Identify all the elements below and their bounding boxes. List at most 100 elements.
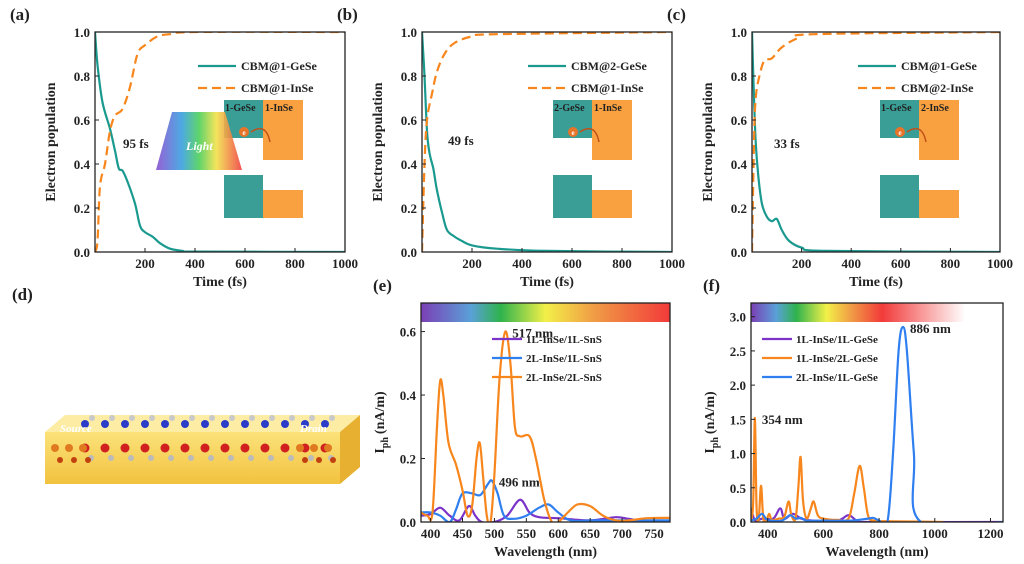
y-tick-label: 0.8 bbox=[731, 69, 748, 84]
plot-frame bbox=[750, 302, 1004, 523]
x-tick-label: 800 bbox=[612, 256, 632, 271]
spectrum-color-bar bbox=[751, 303, 1003, 322]
y-tick-label: 0.8 bbox=[401, 69, 418, 84]
panel-label: (c) bbox=[667, 5, 686, 24]
light-beam bbox=[156, 112, 242, 170]
x-axis-label: Wavelength (nm) bbox=[494, 545, 597, 560]
peak-annotation: 496 nm bbox=[499, 475, 540, 490]
x-tick-label: 400 bbox=[185, 256, 205, 271]
band-alignment-inset: 1-GeSe 2-InSe e bbox=[880, 100, 959, 218]
y-tick-label: 0.2 bbox=[74, 201, 90, 216]
x-tick-label: 200 bbox=[792, 256, 812, 271]
transfer-arrow-icon bbox=[250, 127, 271, 143]
y-axis-label: Iph(nA/m) bbox=[373, 391, 391, 454]
y-axis-label: Electron population bbox=[371, 82, 386, 201]
panel-label: (d) bbox=[12, 285, 33, 304]
y-tick-label: 0.4 bbox=[400, 388, 417, 403]
y-tick-label: 1.0 bbox=[731, 25, 747, 40]
x-tick-label: 400 bbox=[758, 526, 778, 541]
y-tick-label: 0.2 bbox=[400, 452, 416, 467]
peak-annotation: 517 nm bbox=[512, 326, 553, 341]
x-tick-label: 800 bbox=[869, 526, 889, 541]
legend-label: CBM@1-GeSe bbox=[241, 59, 317, 73]
x-tick-label: 550 bbox=[517, 526, 537, 541]
electron-icon bbox=[239, 127, 249, 137]
legend-label: CBM@2-InSe bbox=[901, 81, 974, 95]
legend-label: 1L-InSe/1L-SnS bbox=[526, 334, 602, 346]
x-tick-label: 1200 bbox=[977, 526, 1003, 541]
x-tick-label: 1000 bbox=[987, 256, 1013, 271]
plot-frame bbox=[420, 302, 671, 523]
y-tick-label: 0.6 bbox=[731, 113, 748, 128]
x-tick-label: 800 bbox=[941, 256, 961, 271]
series-line-cbm-1-gese bbox=[752, 32, 1000, 252]
x-tick-label: 600 bbox=[814, 526, 834, 541]
y-tick-label: 0.4 bbox=[731, 157, 748, 172]
y-tick-label: 0.0 bbox=[731, 245, 747, 260]
x-tick-label: 750 bbox=[644, 526, 664, 541]
time-constant-annotation: 95 fs bbox=[123, 136, 149, 151]
x-axis-label: Time (fs) bbox=[849, 275, 903, 290]
band-alignment-inset: 2-GeSe 1-InSe e bbox=[553, 100, 632, 218]
legend-label: CBM@1-InSe bbox=[241, 81, 314, 95]
atom-lattice bbox=[51, 415, 336, 463]
series-line-cbm-2-gese bbox=[422, 32, 672, 252]
x-axis-label: Time (fs) bbox=[520, 275, 574, 290]
transfer-arrow-icon bbox=[579, 127, 600, 143]
series-line-cbm-2-inse bbox=[752, 32, 1000, 252]
peak-annotation: 354 nm bbox=[762, 412, 803, 427]
plot-frame bbox=[421, 31, 673, 253]
plot-frame bbox=[751, 31, 1001, 253]
y-tick-label: 0.4 bbox=[74, 157, 91, 172]
x-tick-label: 400 bbox=[841, 256, 861, 271]
x-tick-label: 450 bbox=[453, 526, 473, 541]
slab-side bbox=[340, 415, 360, 484]
transfer-arrow-icon bbox=[906, 127, 927, 143]
chart-panel: (b) CBM@2-GeSe CBM@1-InSe 200 400 600 800 1000 0… bbox=[337, 5, 685, 290]
y-tick-label: 0.6 bbox=[74, 113, 91, 128]
legend-label: CBM@1-InSe bbox=[571, 81, 644, 95]
panel-label: (f) bbox=[703, 276, 720, 295]
y-tick-label: 0.5 bbox=[730, 481, 747, 496]
y-tick-label: 0.0 bbox=[400, 515, 416, 530]
x-axis-label: Time (fs) bbox=[193, 275, 247, 290]
x-tick-label: 600 bbox=[562, 256, 582, 271]
y-tick-label: 0.0 bbox=[74, 245, 90, 260]
electron-icon bbox=[568, 127, 578, 137]
device-schematic: (d) Light Source Drain bbox=[12, 112, 360, 484]
legend-label: CBM@2-GeSe bbox=[571, 59, 647, 73]
drain-label: Drain bbox=[299, 423, 327, 435]
y-tick-label: 2.5 bbox=[730, 344, 747, 359]
x-tick-label: 1000 bbox=[659, 256, 685, 271]
inset-right-label: 1-InSe bbox=[594, 103, 622, 114]
y-tick-label: 0.0 bbox=[730, 515, 746, 530]
series-line-2l-inse-1l-gese bbox=[751, 325, 1003, 522]
legend-label: 2L-InSe/1L-SnS bbox=[526, 353, 602, 365]
legend-label: 1L-InSe/1L-GeSe bbox=[796, 334, 878, 346]
x-tick-label: 200 bbox=[462, 256, 482, 271]
x-tick-label: 400 bbox=[421, 526, 441, 541]
y-tick-label: 0.0 bbox=[401, 245, 417, 260]
series-line-cbm-1-inse bbox=[422, 32, 672, 252]
x-tick-label: 200 bbox=[135, 256, 155, 271]
x-tick-label: 400 bbox=[512, 256, 532, 271]
inset-left-label: 1-GeSe bbox=[225, 103, 256, 114]
x-tick-label: 600 bbox=[549, 526, 569, 541]
y-tick-label: 3.0 bbox=[730, 310, 746, 325]
x-tick-label: 500 bbox=[485, 526, 505, 541]
series-line-cbm-1-inse bbox=[95, 32, 345, 252]
peak-annotation: 886 nm bbox=[910, 321, 951, 336]
legend-label: CBM@1-GeSe bbox=[901, 59, 977, 73]
spectrum-color-bar bbox=[421, 303, 670, 322]
y-tick-label: 0.6 bbox=[401, 113, 418, 128]
chart-panel: (c) CBM@1-GeSe CBM@2-InSe 200 400 600 800 1000 0… bbox=[667, 5, 1013, 290]
legend-label: 1L-InSe/2L-GeSe bbox=[796, 353, 878, 365]
y-axis-label: Electron population bbox=[701, 82, 716, 201]
y-axis-label: Iph(nA/m) bbox=[703, 391, 721, 454]
y-tick-label: 0.6 bbox=[400, 325, 417, 340]
chart-panel: (e) 1L-InSe/1L-SnS 2L-InSe/1L-SnS 2L-InSe/2… bbox=[373, 276, 671, 560]
plot-frame bbox=[94, 31, 346, 253]
x-axis-label: Wavelength (nm) bbox=[825, 545, 928, 560]
source-label: Source bbox=[60, 423, 92, 435]
